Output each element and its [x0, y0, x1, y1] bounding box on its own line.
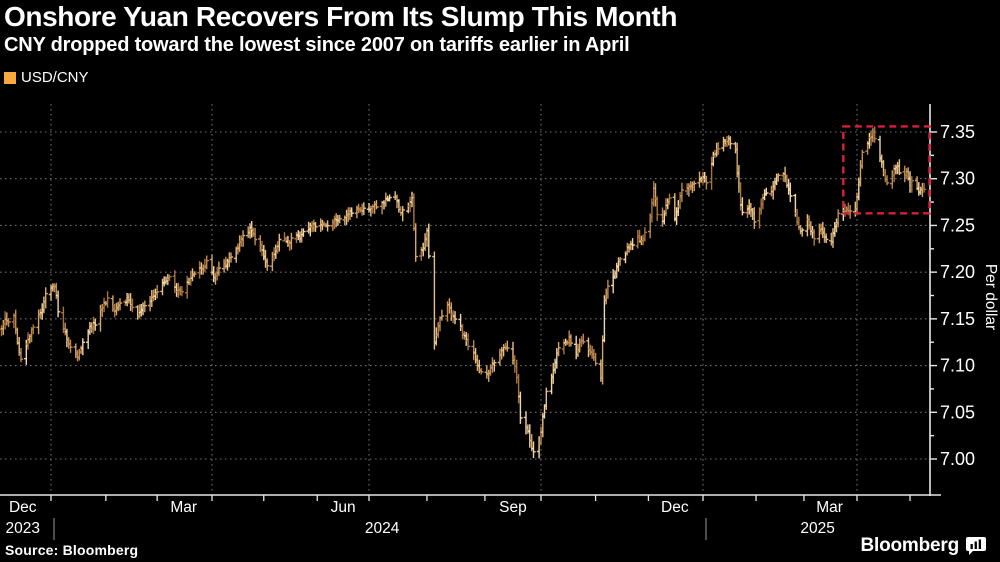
source-line: Source: Bloomberg: [5, 542, 139, 558]
bloomberg-logo: Bloomberg: [861, 535, 986, 557]
y-tick-label: 7.30: [940, 169, 975, 189]
y-tick-label: 7.15: [940, 309, 975, 329]
y-tick-label: 7.00: [940, 449, 975, 469]
bar-chart-bubble-icon: [966, 537, 986, 555]
y-tick-label: 7.10: [940, 356, 975, 376]
x-month-label: Mar: [816, 499, 843, 516]
chart-title: Onshore Yuan Recovers From Its Slump Thi…: [4, 1, 678, 32]
x-month-label: Jun: [331, 499, 356, 516]
april-slump-annotation-box: [842, 125, 931, 215]
y-tick-label: 7.35: [940, 122, 975, 142]
y-tick-label: 7.25: [940, 215, 975, 235]
y-axis-title: Per dollar: [982, 264, 999, 330]
legend-label: USD/CNY: [21, 69, 89, 87]
x-month-label: Mar: [170, 499, 197, 516]
chart-subtitle: CNY dropped toward the lowest since 2007…: [4, 34, 630, 57]
chart-header: Onshore Yuan Recovers From Its Slump Thi…: [4, 2, 677, 86]
y-tick-label: 7.20: [940, 262, 975, 282]
legend-swatch-icon: [4, 71, 16, 84]
x-month-label: Dec: [9, 499, 37, 516]
legend: USD/CNY: [4, 69, 677, 86]
bloomberg-logo-text: Bloomberg: [860, 535, 960, 556]
x-year-label: 2023: [5, 520, 39, 537]
x-month-label: Dec: [661, 499, 689, 516]
x-year-label: 2025: [800, 520, 834, 537]
x-year-label: 2024: [365, 520, 400, 537]
x-month-label: Sep: [499, 499, 527, 516]
y-tick-label: 7.05: [940, 402, 975, 422]
